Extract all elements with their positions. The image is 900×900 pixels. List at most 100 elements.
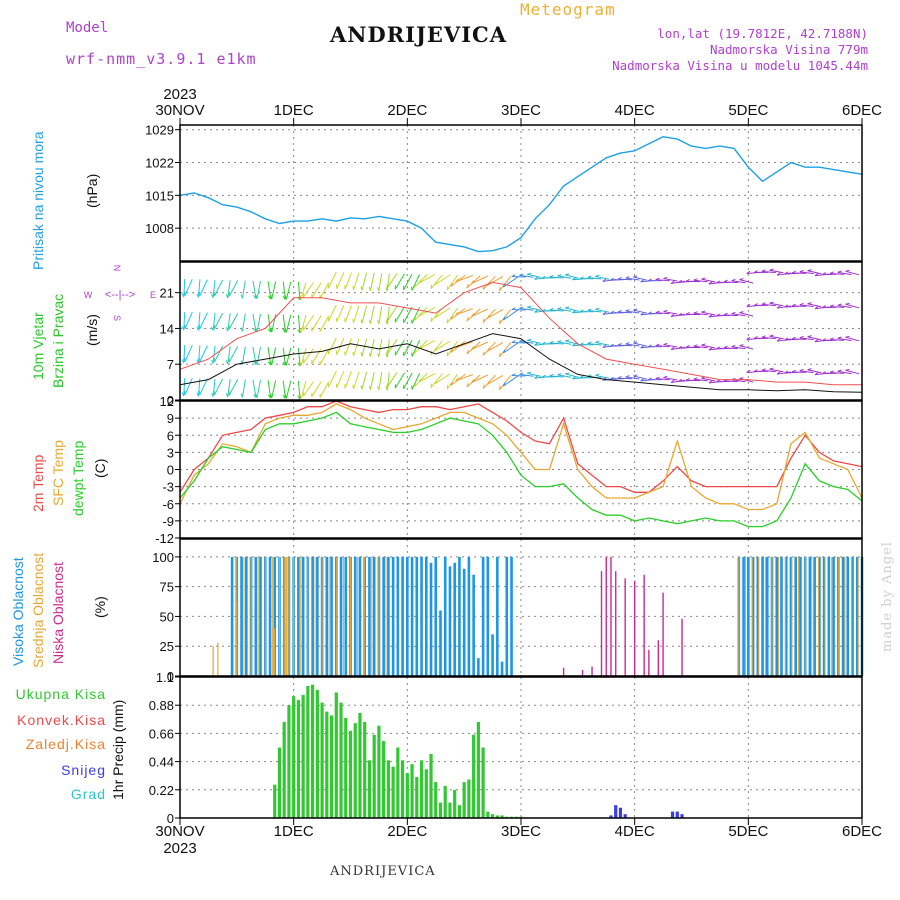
cloud-mid-bar <box>278 556 280 676</box>
wind-arrow-head <box>776 305 781 309</box>
wind-arrow-head <box>617 342 622 346</box>
wind-arrow-head <box>541 341 546 345</box>
wind-arrow-head <box>655 310 660 314</box>
cloud-mid-bar <box>286 556 288 676</box>
wind-arrow <box>565 307 579 312</box>
wind-arrow-head <box>549 307 554 311</box>
wind-arrow-head <box>723 312 728 316</box>
precip-total-bar <box>334 692 338 818</box>
wind-arrow-head <box>211 359 214 364</box>
precip-total-bar <box>400 760 405 818</box>
temp-ytick-label: 3 <box>167 445 174 460</box>
tsfc-line <box>179 403 863 511</box>
wind-arrow <box>587 310 602 313</box>
precip-total-bar <box>457 805 462 818</box>
wind-arrow-head <box>670 313 675 317</box>
footer-location: ANDRIJEVICA <box>330 864 436 879</box>
wind-arrow-head <box>519 372 524 375</box>
cloud-high-bar <box>325 556 329 676</box>
wind-arrow <box>769 368 784 373</box>
wind-arrow <box>663 377 678 381</box>
cloud-high-bar <box>273 556 277 676</box>
wind-arrow-head <box>541 374 546 378</box>
wind-arrow <box>455 374 473 382</box>
wind-arrow <box>617 311 632 314</box>
temp-ytick-label: 9 <box>167 411 174 426</box>
wind-arrow <box>271 281 277 300</box>
wind-arrow <box>252 313 257 332</box>
cloud-high-bar <box>372 556 376 676</box>
wind-arrow-head <box>655 343 660 347</box>
wind-arrow <box>471 374 489 384</box>
wind-arrow-head <box>701 310 706 313</box>
cloud-high-bar <box>486 556 490 676</box>
wind-arrow <box>434 373 451 385</box>
cloud-low-bar <box>581 670 584 676</box>
cloud-low-bar <box>562 667 565 676</box>
wind-arrow <box>256 280 262 299</box>
wind-arrow <box>655 312 670 315</box>
wind-arrow <box>361 371 368 390</box>
lonlat-label: lon,lat (19.7812E, 42.7188N) <box>657 26 868 41</box>
wind-arrow-head <box>196 392 199 397</box>
wind-arrow <box>353 272 360 290</box>
wind-arrow-head <box>814 338 819 343</box>
wind-arrow <box>386 306 398 322</box>
wind-arrow-head <box>753 336 758 339</box>
wind-arrow <box>214 279 224 297</box>
cloud-high-bar <box>424 556 428 676</box>
compass-s: S <box>112 315 122 321</box>
cloud-mid-bar <box>751 556 753 676</box>
wind-arrow-head <box>466 350 469 355</box>
wind-arrow-head <box>640 312 645 316</box>
wind-arrow <box>297 281 301 300</box>
wind-arrow <box>344 338 352 356</box>
pressure-line <box>179 135 863 253</box>
model-label: Model <box>66 20 109 36</box>
wind-arrow <box>549 309 564 312</box>
wind-arrow-head <box>822 338 827 342</box>
wind-arrow-head <box>685 378 690 381</box>
cloud-high-bar <box>434 556 438 676</box>
wind-arrow <box>285 347 292 366</box>
pressure-ytick-label: 1029 <box>145 123 174 138</box>
cloud-mid-bar <box>274 628 276 676</box>
wind-arrow <box>471 275 489 285</box>
wind-arrow <box>336 371 345 388</box>
wind-arrow <box>267 314 272 333</box>
wind-arrow <box>256 379 262 398</box>
wind-arrow-head <box>253 328 257 332</box>
wind-arrow-head <box>807 269 812 272</box>
cloud-ytick-label: 0 <box>167 669 174 684</box>
cloud-high-bar <box>747 556 750 676</box>
wind-arrow <box>761 303 776 307</box>
wind-arrow <box>378 339 383 358</box>
wind-arrow <box>565 373 579 378</box>
cloud-mid-bar <box>293 556 295 676</box>
wind-arrow <box>723 380 738 383</box>
wind-arrow <box>344 272 352 290</box>
wind-arrow <box>227 379 231 398</box>
wind-arrow <box>300 348 307 366</box>
wind-arrow <box>228 346 239 363</box>
wind-arrow <box>769 269 784 274</box>
wind-arrow-head <box>807 368 812 371</box>
wind-arrow-head <box>352 351 355 356</box>
cloud-low-bar <box>633 580 636 676</box>
wind-arrow-head <box>270 327 273 333</box>
wind-arrow-head <box>557 373 562 376</box>
wind-arrow-head <box>708 314 713 318</box>
wind-arrow-head <box>625 342 630 345</box>
wind-arrow-head <box>814 305 819 310</box>
cloud-high-bar <box>846 556 850 676</box>
wind-arrow-head <box>557 274 562 277</box>
wind-arrow <box>503 375 519 387</box>
wind-arrow-head <box>211 392 214 397</box>
wind-arrow <box>723 347 738 350</box>
wind-arrow <box>183 344 186 364</box>
wind-arrow-head <box>511 340 516 343</box>
legend-frz-rain: Zaledj.Kisa <box>25 736 106 752</box>
wind-arrow <box>663 278 678 282</box>
cloud-high-bar <box>353 556 357 676</box>
wind-arrow-head <box>196 326 199 331</box>
